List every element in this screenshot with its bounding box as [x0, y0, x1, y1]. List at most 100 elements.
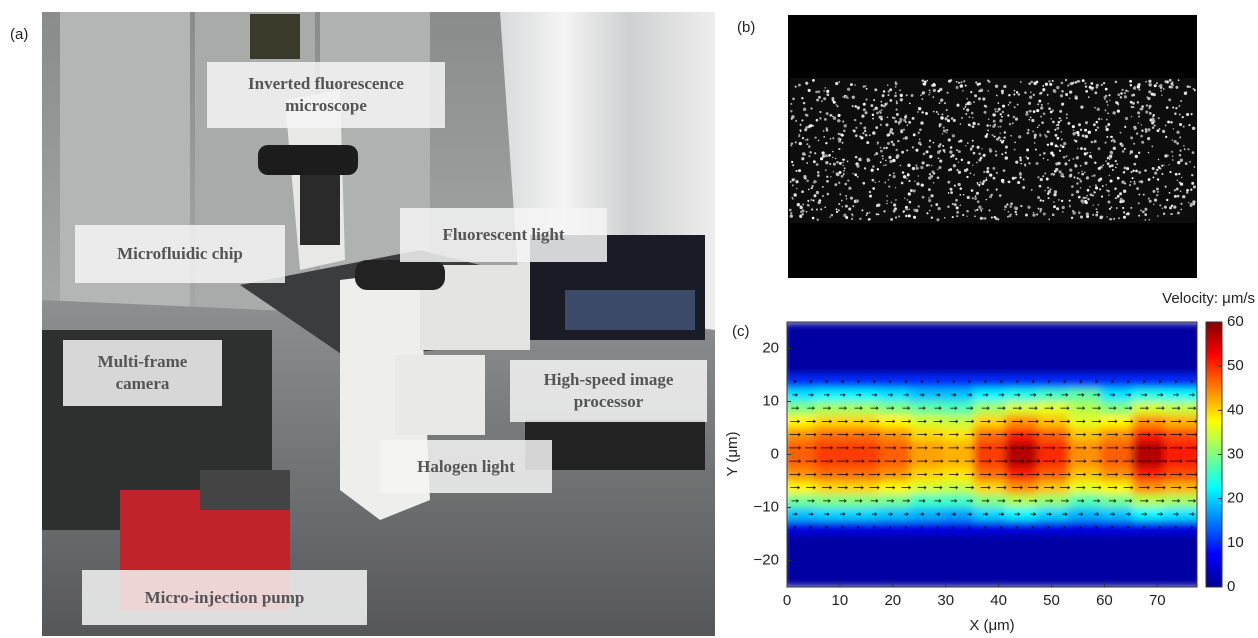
particle — [1183, 145, 1185, 147]
particle — [1145, 128, 1147, 130]
particle — [1124, 166, 1127, 169]
particle — [1138, 89, 1140, 91]
particle — [854, 105, 857, 108]
particle — [800, 124, 802, 126]
particle — [818, 201, 821, 204]
particle — [811, 208, 813, 210]
particle — [995, 154, 998, 157]
particle — [906, 94, 908, 96]
particle — [851, 218, 853, 220]
particle — [882, 158, 883, 159]
particle — [1161, 94, 1162, 95]
particle — [1030, 91, 1032, 93]
particle — [1091, 87, 1093, 89]
particle — [842, 165, 843, 166]
particle — [895, 199, 896, 200]
particle — [1003, 137, 1005, 139]
particle — [1097, 108, 1100, 111]
colorbar-tick-label: 10 — [1227, 534, 1244, 551]
particle — [1074, 139, 1076, 141]
particle — [1069, 90, 1072, 93]
particle — [879, 116, 882, 119]
particle — [1184, 148, 1186, 150]
particle — [1023, 179, 1025, 181]
particle — [1106, 100, 1108, 102]
particle — [1165, 186, 1167, 188]
particle — [899, 89, 900, 90]
particle — [958, 150, 961, 153]
particle — [1095, 129, 1097, 131]
particle — [820, 208, 822, 210]
particle — [816, 98, 819, 101]
particle — [1111, 136, 1113, 138]
particle — [826, 180, 829, 183]
particle — [975, 81, 977, 83]
particle — [809, 151, 811, 153]
particle — [898, 216, 900, 218]
particle — [869, 212, 871, 214]
particle — [792, 164, 794, 166]
particle — [799, 142, 802, 145]
particle — [835, 158, 837, 160]
particle — [813, 182, 814, 183]
particle — [1065, 93, 1068, 96]
particle — [1050, 118, 1051, 119]
particle — [1147, 137, 1150, 140]
particle — [883, 164, 885, 166]
particle — [856, 164, 859, 167]
particle — [1014, 149, 1016, 151]
particle — [929, 210, 931, 212]
particle — [1040, 199, 1042, 201]
particle — [792, 184, 794, 186]
particle — [1040, 106, 1043, 109]
heat-cell — [1164, 349, 1204, 363]
particle — [947, 206, 949, 208]
particle — [791, 178, 794, 181]
particle — [905, 208, 908, 211]
particle — [811, 187, 813, 189]
particle — [1055, 134, 1058, 137]
particle — [814, 136, 816, 138]
particle — [982, 155, 983, 156]
particle — [1091, 141, 1093, 143]
particle — [939, 166, 942, 169]
particle — [790, 215, 793, 218]
particle — [839, 171, 842, 174]
particle — [825, 169, 827, 171]
particle — [1173, 128, 1174, 129]
particle — [1080, 180, 1083, 183]
particle — [1084, 152, 1087, 155]
particle — [865, 111, 868, 114]
particle — [1003, 169, 1006, 172]
particle — [1158, 117, 1160, 119]
particle — [1002, 105, 1005, 108]
particle — [938, 113, 940, 115]
particle — [866, 88, 868, 90]
particle — [969, 102, 972, 105]
particle — [1148, 83, 1151, 86]
particle — [941, 113, 943, 115]
heat-cell — [1164, 415, 1204, 429]
particle — [1080, 147, 1083, 150]
particle — [1073, 211, 1076, 214]
particle — [996, 172, 998, 174]
particle — [839, 138, 841, 140]
particle — [1179, 154, 1182, 157]
particle — [1145, 81, 1147, 83]
particle — [845, 95, 848, 98]
particle — [1186, 113, 1189, 116]
particle — [1084, 200, 1087, 203]
particle — [1107, 200, 1110, 203]
particle — [1081, 173, 1084, 176]
particle — [1069, 205, 1071, 207]
particle — [994, 114, 996, 116]
particle — [839, 133, 841, 135]
particle — [956, 149, 958, 151]
particle — [843, 170, 845, 172]
particle — [982, 208, 983, 209]
particle — [1094, 107, 1096, 109]
particle — [980, 217, 983, 220]
particle — [1085, 121, 1088, 124]
particle — [1062, 211, 1064, 213]
particle — [1120, 92, 1123, 95]
